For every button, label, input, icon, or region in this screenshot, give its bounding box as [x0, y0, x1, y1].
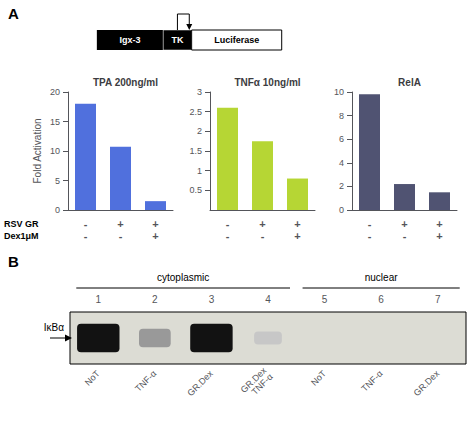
svg-text:8: 8 — [339, 111, 344, 121]
svg-text:Igx-3: Igx-3 — [120, 35, 141, 45]
svg-text:5: 5 — [55, 176, 60, 186]
svg-text:RSV GR: RSV GR — [4, 219, 39, 229]
svg-text:+: + — [436, 230, 442, 242]
svg-text:-: - — [84, 218, 88, 230]
svg-text:IκBα: IκBα — [44, 322, 64, 333]
svg-text:cytoplasmic: cytoplasmic — [157, 272, 209, 283]
svg-text:B: B — [8, 253, 19, 270]
svg-text:TNFα 10ng/ml: TNFα 10ng/ml — [234, 77, 300, 88]
svg-text:0.5: 0.5 — [189, 185, 202, 195]
svg-text:NoT: NoT — [309, 368, 328, 387]
svg-text:nuclear: nuclear — [365, 272, 398, 283]
svg-text:+: + — [152, 218, 158, 230]
svg-text:7: 7 — [435, 294, 441, 305]
svg-text:+: + — [436, 218, 442, 230]
svg-text:5: 5 — [322, 294, 328, 305]
svg-text:6: 6 — [339, 134, 344, 144]
svg-text:-: - — [226, 230, 230, 242]
svg-text:4: 4 — [265, 294, 271, 305]
svg-text:+: + — [117, 218, 123, 230]
svg-text:-: - — [84, 230, 88, 242]
svg-text:-: - — [403, 230, 407, 242]
svg-text:0: 0 — [339, 205, 344, 215]
svg-text:-: - — [119, 230, 123, 242]
svg-text:Fold Activation: Fold Activation — [32, 118, 43, 183]
svg-text:6: 6 — [378, 294, 384, 305]
svg-text:4: 4 — [339, 158, 344, 168]
svg-text:0: 0 — [55, 205, 60, 215]
svg-text:2: 2 — [339, 181, 344, 191]
svg-text:10: 10 — [334, 87, 344, 97]
svg-text:TK: TK — [171, 35, 183, 45]
svg-text:2.5: 2.5 — [189, 107, 202, 117]
svg-text:GR.Dex: GR.Dex — [238, 365, 269, 395]
svg-text:TNF-α: TNF-α — [359, 368, 384, 393]
svg-text:10: 10 — [50, 146, 60, 156]
svg-text:Dex1μM: Dex1μM — [4, 231, 39, 241]
svg-text:TPA 200ng/ml: TPA 200ng/ml — [93, 77, 158, 88]
svg-text:TNF-α: TNF-α — [250, 372, 275, 397]
svg-text:RelA: RelA — [398, 77, 421, 88]
svg-text:2: 2 — [197, 126, 202, 136]
svg-text:NoT: NoT — [83, 368, 102, 387]
svg-text:3: 3 — [197, 87, 202, 97]
svg-text:-: - — [261, 230, 265, 242]
svg-text:A: A — [8, 5, 19, 22]
svg-text:-: - — [226, 218, 230, 230]
svg-text:1: 1 — [197, 166, 202, 176]
svg-text:1: 1 — [96, 294, 102, 305]
svg-text:GR.Dex: GR.Dex — [185, 368, 215, 398]
svg-text:Luciferase: Luciferase — [214, 35, 259, 45]
svg-text:TNF-α: TNF-α — [133, 368, 158, 393]
svg-text:+: + — [152, 230, 158, 242]
svg-text:+: + — [259, 218, 265, 230]
svg-text:+: + — [294, 230, 300, 242]
svg-text:3: 3 — [209, 294, 215, 305]
svg-text:-: - — [368, 218, 372, 230]
svg-text:20: 20 — [50, 87, 60, 97]
svg-text:15: 15 — [50, 117, 60, 127]
svg-text:2: 2 — [152, 294, 158, 305]
svg-text:-: - — [368, 230, 372, 242]
svg-text:GR.Dex: GR.Dex — [412, 368, 442, 398]
svg-text:+: + — [294, 218, 300, 230]
svg-text:+: + — [401, 218, 407, 230]
svg-text:1.5: 1.5 — [189, 146, 202, 156]
